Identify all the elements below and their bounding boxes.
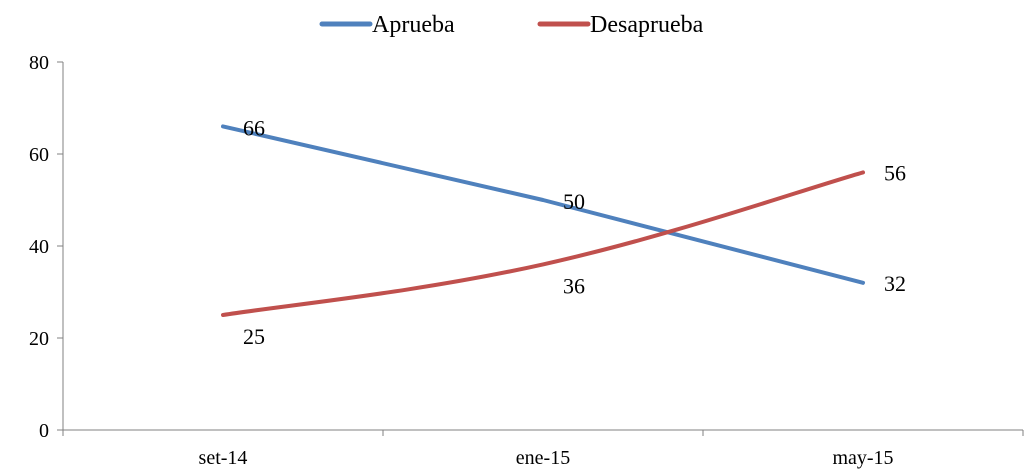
x-tick-label: may-15: [832, 447, 893, 469]
data-label-aprueba: 50: [563, 189, 585, 214]
y-tick-label: 40: [29, 236, 49, 258]
data-label-desaprueba: 25: [243, 324, 265, 349]
data-label-aprueba: 66: [243, 115, 265, 140]
y-tick-label: 60: [29, 144, 49, 166]
series-line-desaprueba: [221, 170, 865, 317]
data-label-desaprueba: 56: [884, 160, 906, 185]
y-tick-label: 20: [29, 328, 49, 350]
data-labels: 66 50 32 25 36 56: [243, 115, 906, 349]
data-label-desaprueba: 36: [563, 273, 585, 298]
data-label-aprueba: 32: [884, 271, 906, 296]
y-tick-label: 0: [39, 420, 49, 442]
legend: Aprueba Desaprueba: [319, 12, 704, 38]
legend-label-desaprueba: Desaprueba: [590, 12, 704, 38]
series-line-aprueba: [221, 124, 865, 285]
x-tick-label: ene-15: [516, 447, 570, 469]
axes: 0 20 40 60 80 set-14 ene-15 may-15: [29, 52, 1024, 469]
legend-label-aprueba: Aprueba: [372, 12, 455, 38]
x-tick-label: set-14: [199, 447, 248, 469]
y-tick-label: 80: [29, 52, 49, 74]
series-group: [221, 124, 865, 317]
